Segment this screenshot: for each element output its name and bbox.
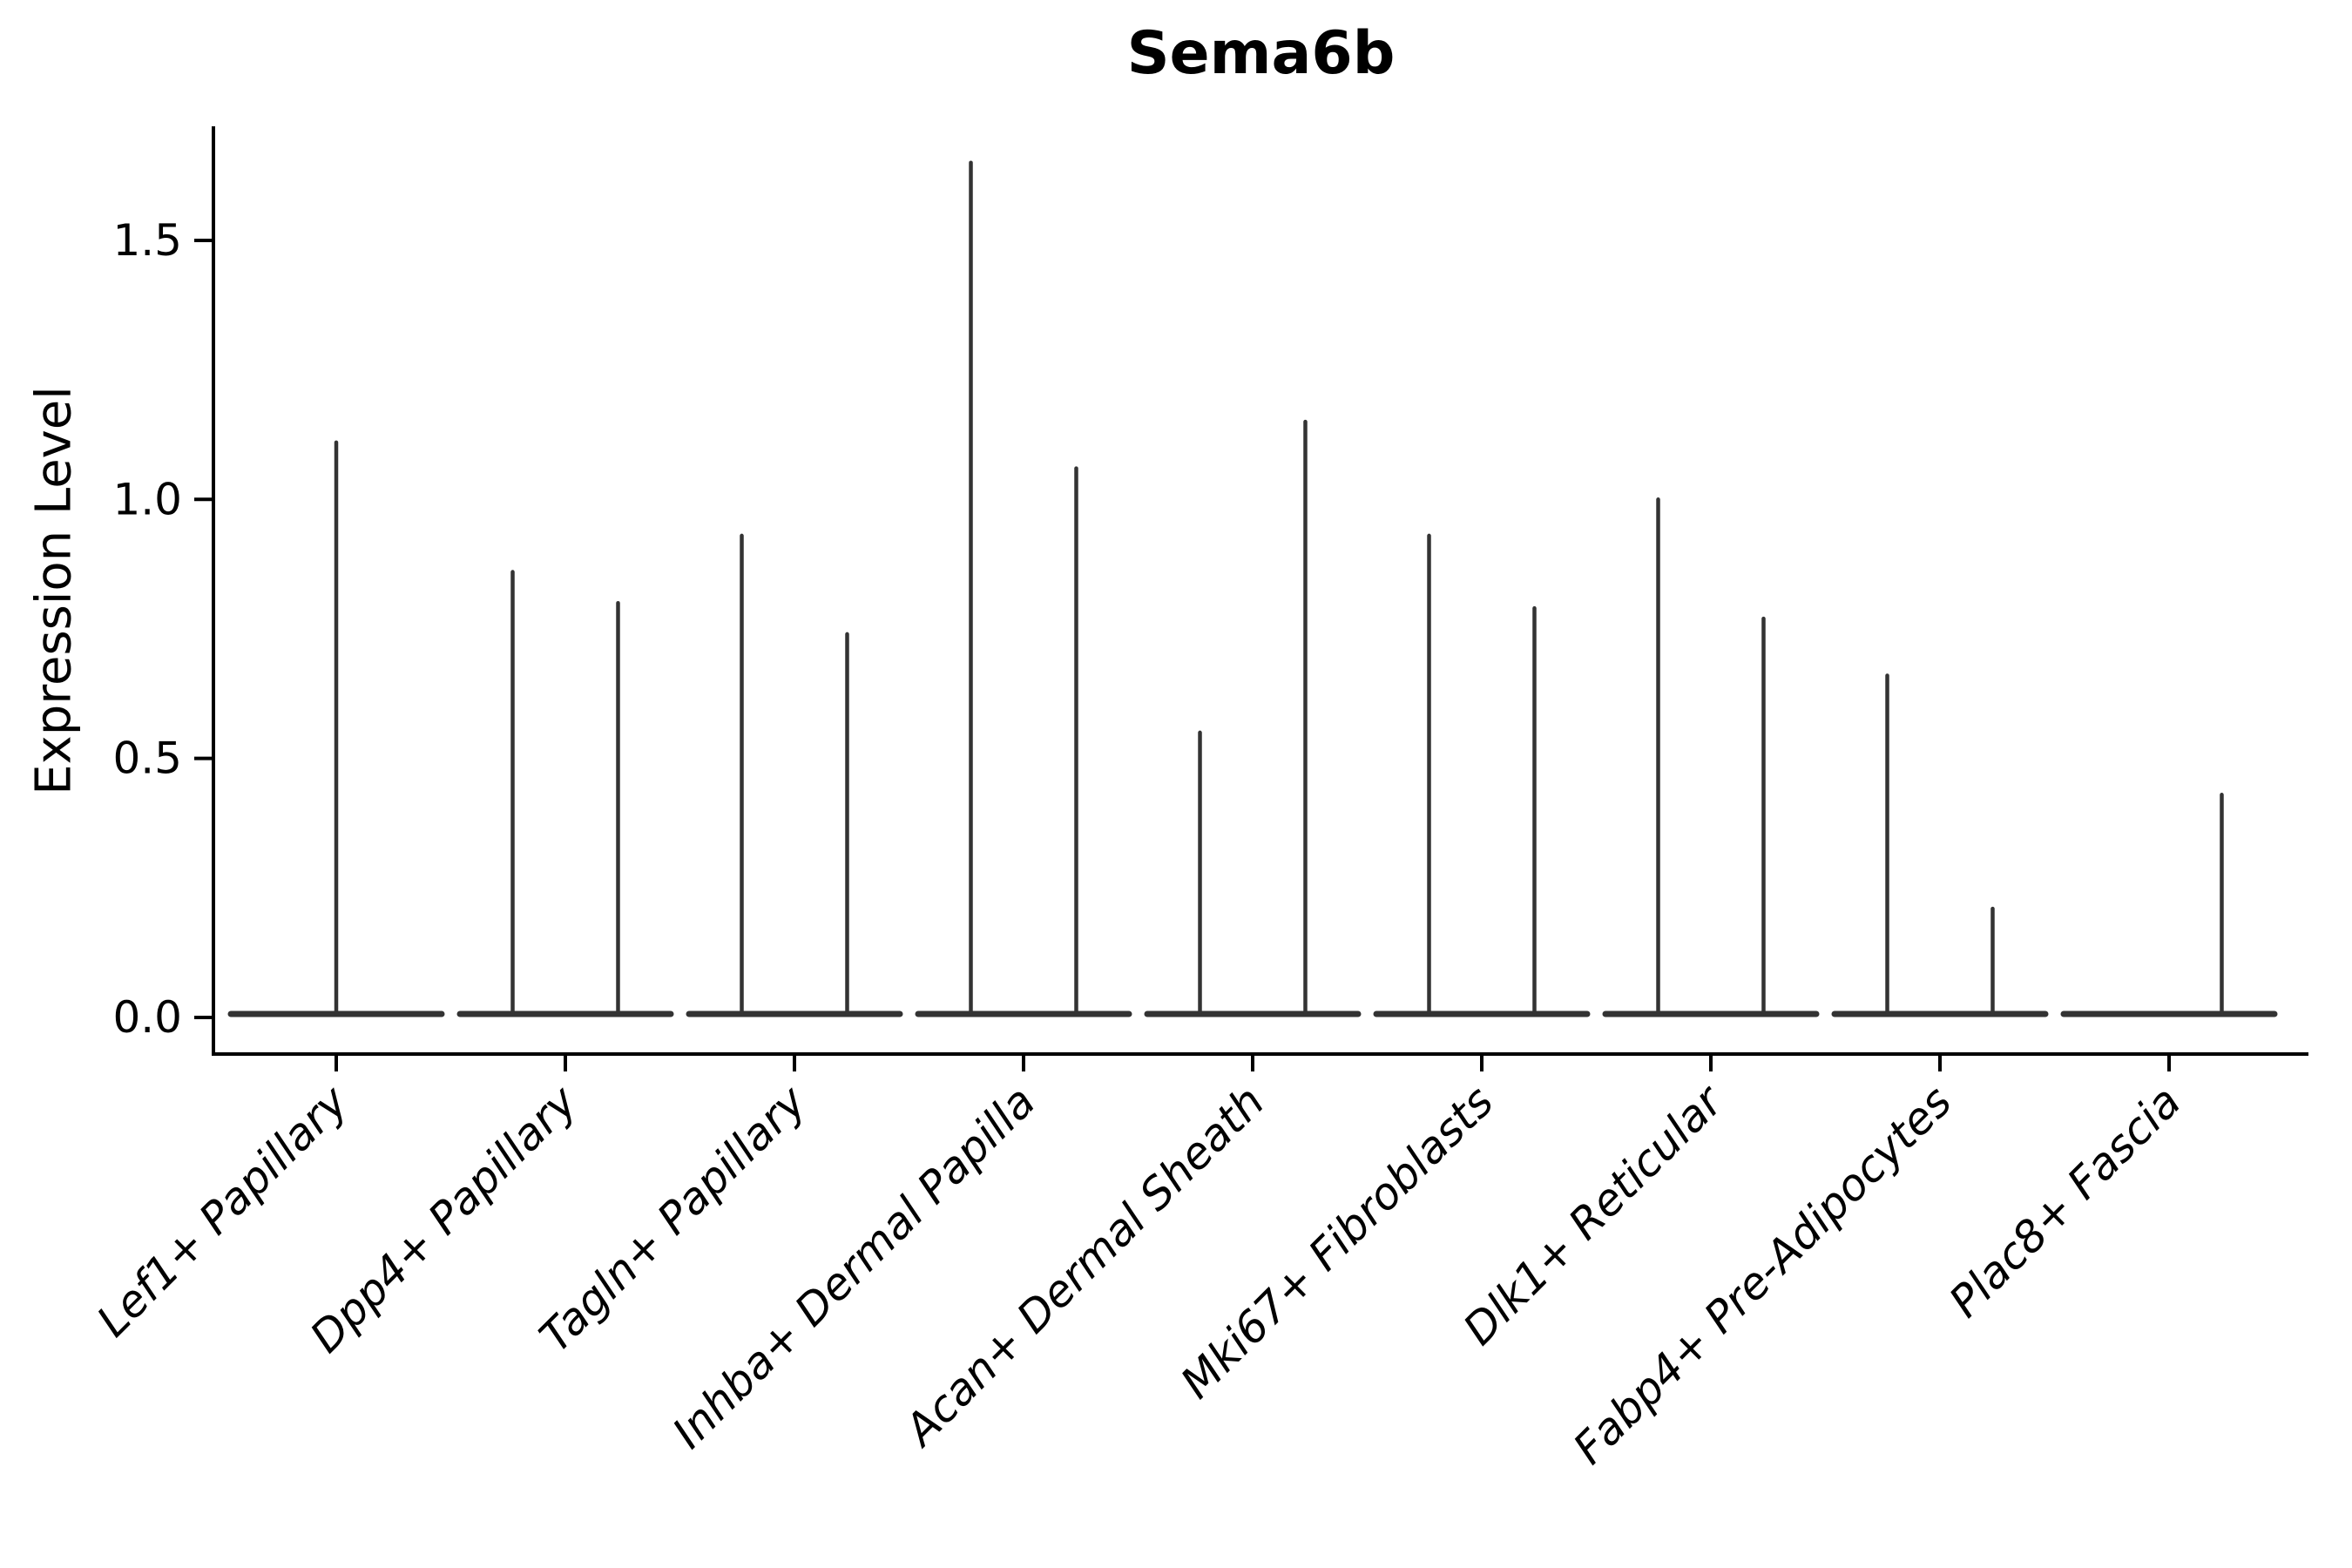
y-tick-label: 1.0 — [112, 474, 182, 524]
x-tick-label: Plac8+ Fascia — [1940, 1076, 2191, 1327]
y-tick-label: 0.5 — [112, 733, 182, 784]
x-tick-label: Fabp4+ Pre-Adipocytes — [1564, 1076, 1962, 1474]
y-tick-label: 0.0 — [112, 992, 182, 1043]
plot-title: Sema6b — [1126, 19, 1396, 88]
x-tick-label: Inhba+ Dermal Papilla — [663, 1076, 1044, 1457]
x-tick-label: Acan+ Dermal Sheath — [894, 1076, 1274, 1456]
x-tick-label: Lef1+ Papillary — [87, 1075, 358, 1346]
y-tick-label: 1.5 — [112, 215, 182, 266]
